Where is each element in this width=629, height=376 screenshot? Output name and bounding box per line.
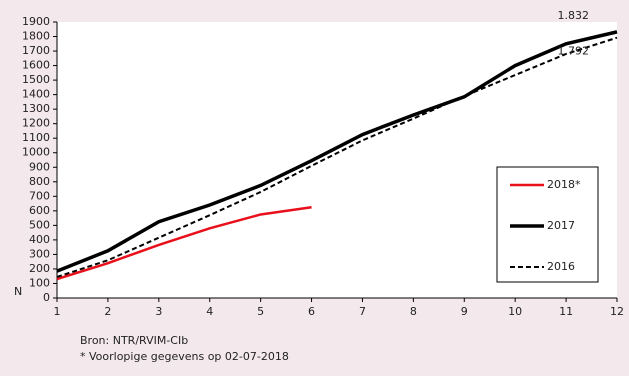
x-tick-label: 7 [359,305,366,318]
series-line [56,205,312,281]
y-tick-label: 700 [29,189,50,202]
series-line [56,36,618,278]
x-tick-label: 11 [559,305,573,318]
legend-label: 2016 [547,260,575,273]
y-tick-label: 900 [29,160,50,173]
x-tick-label: 3 [155,305,162,318]
y-tick-label: 800 [29,175,50,188]
y-tick-label: 1200 [22,117,50,130]
y-tick-label: 1700 [22,44,50,57]
source-note: Bron: NTR/RVIM-CIb [80,334,188,347]
value-label: 1.832 [558,9,590,22]
y-tick-label: 400 [29,233,50,246]
x-tick-label: 8 [410,305,417,318]
y-tick-label: 300 [29,247,50,260]
x-tick-label: 12 [610,305,624,318]
y-tick-label: 1800 [22,30,50,43]
y-tick-label: 500 [29,218,50,231]
y-tick-label: 1600 [22,59,50,72]
x-tick-label: 1 [54,305,61,318]
x-tick-label: 2 [104,305,111,318]
y-axis-label: N [14,285,22,298]
y-tick-label: 1000 [22,146,50,159]
y-tick-label: 200 [29,262,50,275]
y-tick-label: 0 [43,291,50,304]
footnote: * Voorlopige gegevens op 02-07-2018 [80,350,289,363]
value-label: 1.792 [558,45,590,58]
y-tick-label: 1100 [22,131,50,144]
legend-label: 2018* [547,178,581,191]
legend-label: 2017 [547,219,575,232]
series-line [56,30,618,273]
x-tick-label: 9 [461,305,468,318]
y-tick-label: 1500 [22,73,50,86]
x-tick-label: 10 [508,305,522,318]
y-tick-label: 1300 [22,102,50,115]
y-tick-label: 600 [29,204,50,217]
y-tick-label: 1900 [22,15,50,28]
y-tick-label: 1400 [22,88,50,101]
x-tick-label: 6 [308,305,315,318]
x-tick-label: 5 [257,305,264,318]
x-tick-label: 4 [206,305,213,318]
y-tick-label: 100 [29,276,50,289]
